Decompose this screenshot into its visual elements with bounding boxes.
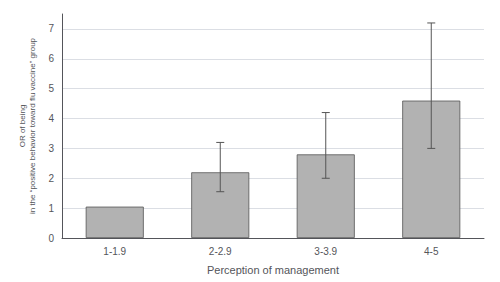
svg-text:2-2.9: 2-2.9 xyxy=(209,246,232,257)
svg-text:Perception of management: Perception of management xyxy=(207,264,339,276)
svg-text:2: 2 xyxy=(48,173,54,184)
svg-text:3: 3 xyxy=(48,143,54,154)
svg-text:5: 5 xyxy=(48,83,54,94)
svg-text:4-5: 4-5 xyxy=(424,246,439,257)
svg-text:in the “positive behavior towa: in the “positive behavior toward flu vac… xyxy=(28,37,37,214)
svg-text:1: 1 xyxy=(48,203,54,214)
svg-text:0: 0 xyxy=(48,233,54,244)
svg-text:OR of being: OR of being xyxy=(18,105,27,148)
svg-text:7: 7 xyxy=(48,23,54,34)
svg-text:3-3.9: 3-3.9 xyxy=(314,246,337,257)
svg-text:1-1.9: 1-1.9 xyxy=(103,246,126,257)
svg-text:4: 4 xyxy=(48,113,54,124)
svg-text:6: 6 xyxy=(48,53,54,64)
